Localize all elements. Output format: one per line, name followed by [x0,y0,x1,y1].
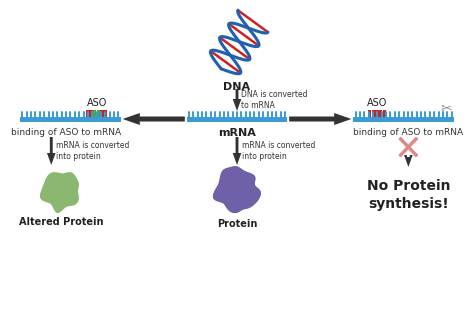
Bar [187,117,287,121]
Polygon shape [233,137,241,165]
Text: Altered Protein: Altered Protein [18,217,103,227]
Bar [353,117,454,121]
Polygon shape [404,155,413,167]
Bar [383,110,386,117]
Text: binding of ASO to mRNA: binding of ASO to mRNA [353,128,464,137]
Bar [93,110,96,117]
Bar [375,110,379,117]
Text: binding of ASO to mRNA: binding of ASO to mRNA [10,128,121,137]
Bar [368,110,372,117]
Polygon shape [214,167,260,213]
Bar [372,110,375,117]
Bar [100,110,104,117]
Text: Protein: Protein [217,219,257,229]
Bar [97,110,100,117]
Polygon shape [41,173,78,212]
Text: ASO: ASO [367,98,387,108]
Bar [104,110,107,117]
Text: mRNA is converted
into protein: mRNA is converted into protein [56,141,129,161]
Bar [86,110,89,117]
Polygon shape [123,113,185,125]
Text: DNA is converted
to mRNA: DNA is converted to mRNA [241,90,307,110]
Polygon shape [47,137,55,165]
Text: DNA: DNA [223,82,251,92]
Text: No Protein
synthesis!: No Protein synthesis! [366,179,450,212]
Text: ✂: ✂ [440,102,452,116]
Bar [20,117,121,121]
Polygon shape [233,89,241,111]
Bar [90,110,93,117]
Polygon shape [289,113,351,125]
Text: ASO: ASO [87,98,107,108]
Text: mRNA is converted
into protein: mRNA is converted into protein [242,141,315,161]
Bar [379,110,383,117]
Text: mRNA: mRNA [218,128,256,138]
